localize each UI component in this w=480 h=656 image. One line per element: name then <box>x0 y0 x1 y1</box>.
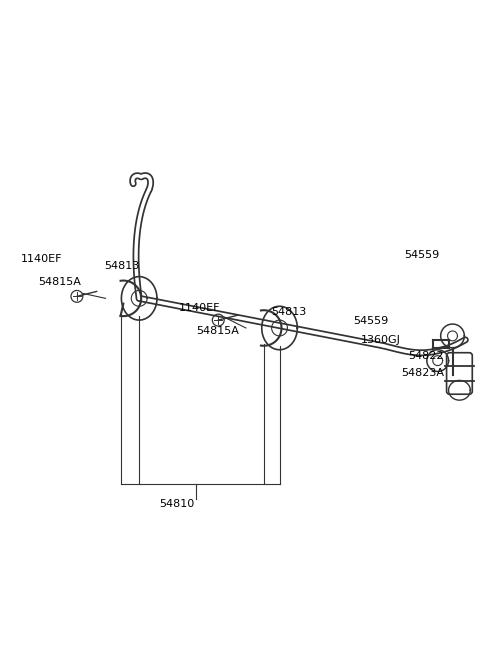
Text: 54822: 54822 <box>408 351 444 361</box>
Text: 54559: 54559 <box>404 250 439 260</box>
Text: 54813: 54813 <box>272 307 307 318</box>
Text: 54815A: 54815A <box>196 326 240 336</box>
Text: 54810: 54810 <box>159 499 194 509</box>
Text: 54559: 54559 <box>354 316 389 326</box>
Text: 1140EF: 1140EF <box>179 303 220 313</box>
Text: 54815A: 54815A <box>38 277 81 287</box>
Text: 54813: 54813 <box>105 260 140 271</box>
Text: 1360GJ: 1360GJ <box>360 335 400 345</box>
Text: 1140EF: 1140EF <box>21 254 62 264</box>
Text: 54823A: 54823A <box>401 369 444 379</box>
